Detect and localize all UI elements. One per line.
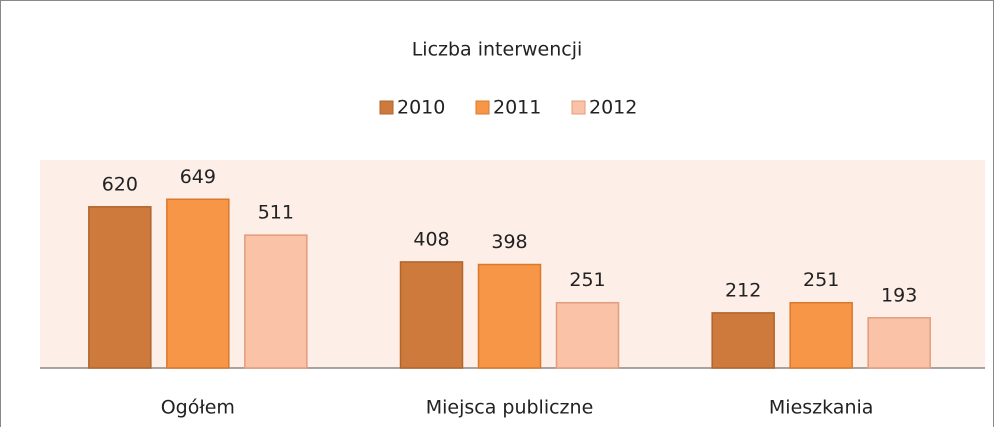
value-label: 251 xyxy=(569,269,605,291)
value-label: 398 xyxy=(491,231,527,253)
value-label: 251 xyxy=(803,269,839,291)
bar xyxy=(244,234,308,369)
x-tick-label: Ogółem xyxy=(161,397,235,419)
value-label: 511 xyxy=(258,202,294,224)
value-label: 649 xyxy=(180,166,216,188)
bar xyxy=(399,261,464,369)
bar xyxy=(166,198,230,369)
legend-swatch xyxy=(379,100,394,115)
bar xyxy=(88,206,152,369)
value-label: 620 xyxy=(102,173,138,195)
chart-title: Liczba interwencji xyxy=(412,39,583,61)
value-label: 193 xyxy=(881,284,917,306)
value-label: 408 xyxy=(413,228,449,250)
legend-label: 2011 xyxy=(493,97,541,119)
legend-label: 2012 xyxy=(589,97,637,119)
value-label: 212 xyxy=(725,279,761,301)
legend-swatch xyxy=(571,100,586,115)
bar xyxy=(477,263,542,369)
x-tick-label: Mieszkania xyxy=(769,397,874,419)
bar xyxy=(711,312,775,369)
legend-swatch xyxy=(475,100,490,115)
bar xyxy=(555,301,620,369)
legend-label: 2010 xyxy=(397,97,445,119)
bar xyxy=(789,301,853,369)
bar xyxy=(867,317,931,369)
x-tick-label: Miejsca publiczne xyxy=(426,397,594,419)
